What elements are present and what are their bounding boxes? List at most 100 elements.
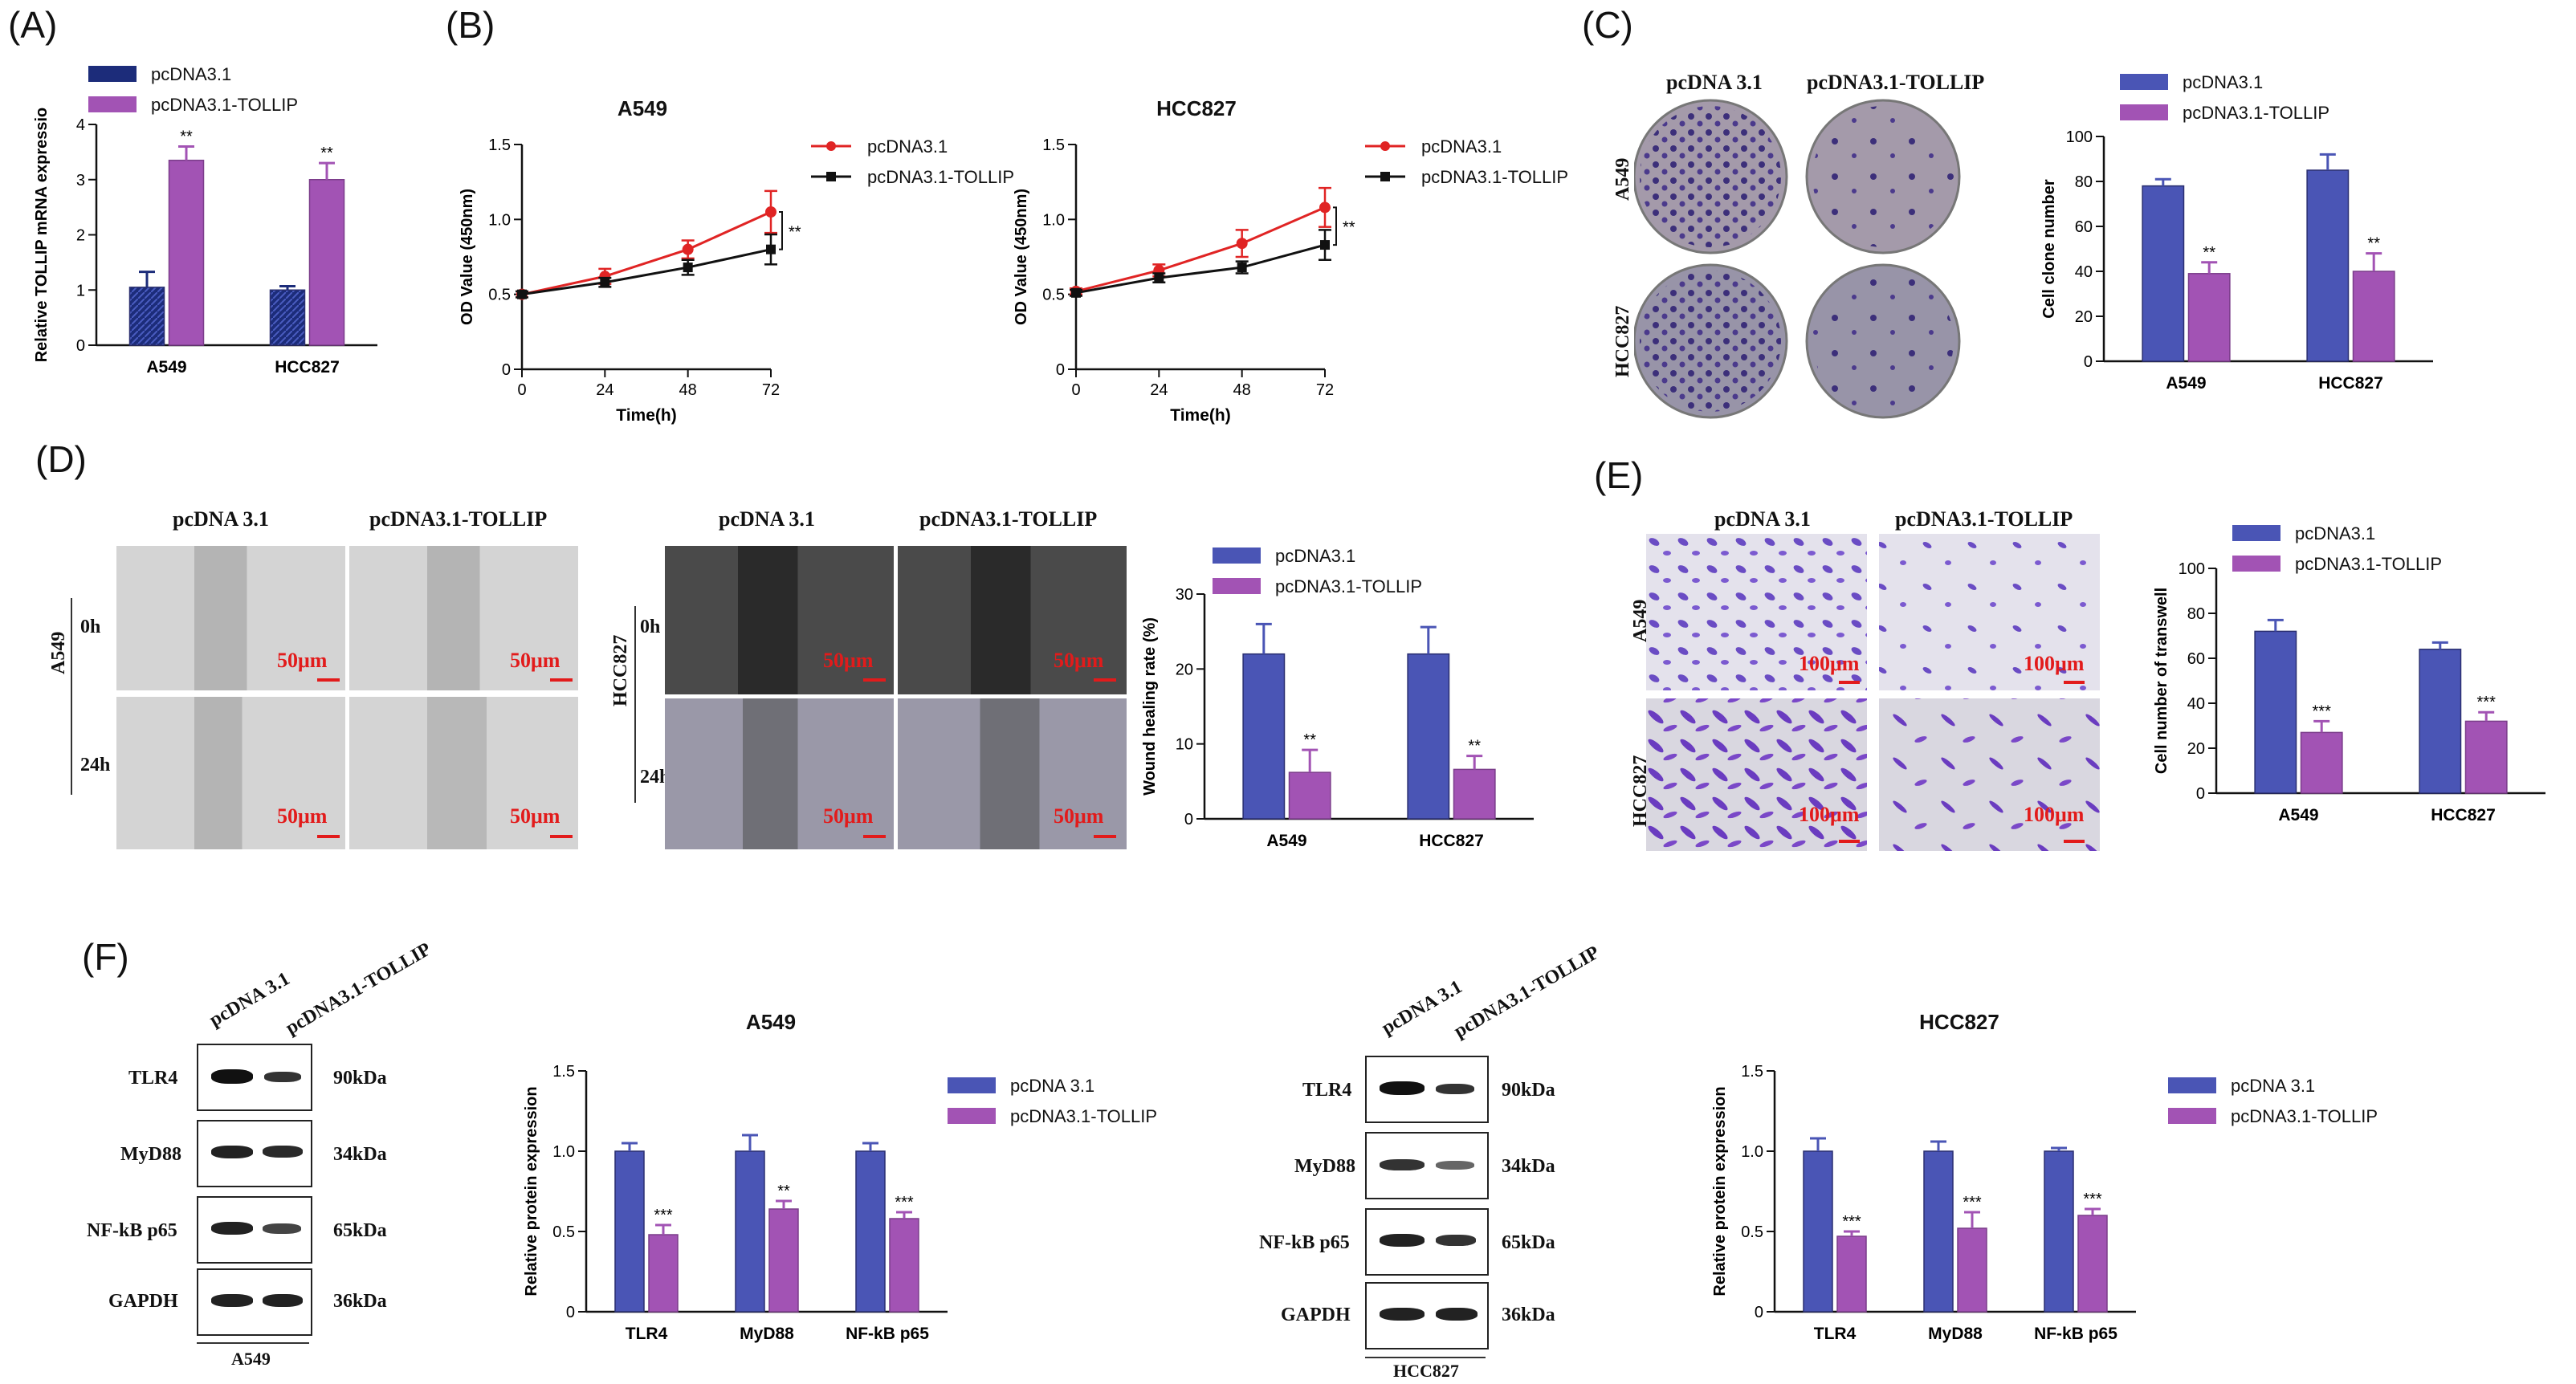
legend-label: pcDNA3.1-TOLLIP [867,167,1015,187]
transwell-hcc827-pcdna31 [1646,698,1867,851]
wound-a549-pcdna31-0h [116,546,345,690]
chart-d-legend: pcDNA3.1 pcDNA3.1-TOLLIP [1213,546,1469,596]
wb-a549-lane-label-pcdna31: pcDNA 3.1 [206,968,294,1032]
chart-a-legend: pcDNA3.1 pcDNA3.1-TOLLIP [88,64,345,115]
legend-swatch-pcdna31 [2120,74,2168,90]
plate-a549-pcdna31 [1634,99,1788,254]
scale-bar [1094,678,1116,682]
bar [648,1234,679,1313]
significance-label: ** [180,128,193,146]
bar [2419,649,2462,794]
y-tick-label: 0.5 [552,1223,575,1241]
chart-c-legend: pcDNA3.1 pcDNA3.1-TOLLIP [2120,72,2377,123]
x-tick-label: HCC827 [275,358,340,377]
x-tick-label: A549 [146,358,186,377]
x-tick-label: NF-kB p65 [2034,1325,2117,1343]
transwell-images [1646,534,2100,851]
y-tick-label: 0 [1056,361,1065,379]
bar [889,1218,919,1313]
plate-hcc827-tollip [1805,263,1961,419]
wb-a549-size-label: 34kDa [333,1144,387,1165]
legend-label: pcDNA3.1-TOLLIP [2295,554,2443,574]
significance-label: ** [1303,731,1316,749]
data-point [765,206,776,218]
significance-label: *** [2313,702,2332,720]
chart-d-svg: 0 10 20 30 Wound healing rate (%) A549 ** HCC82… [1141,586,1534,850]
wb-hcc827-protein-label: NF-kB p65 [1259,1232,1350,1253]
y-tick-label: 1.5 [552,1063,575,1081]
y-tick-label: 0 [76,337,85,355]
data-point [1071,287,1081,298]
band [211,1146,253,1158]
legend-label: pcDNA3.1 [867,136,948,157]
wb-a549-lane-label-tollip: pcDNA3.1-TOLLIP [282,938,435,1040]
y-tick-label: 0 [502,361,511,379]
bar [1242,653,1286,820]
y-tick-label: 1.5 [488,136,511,154]
x-tick-label: A549 [1266,832,1306,850]
wound-a549-tollip-0h [349,546,578,690]
scale-label: 50μm [510,804,560,828]
legend-label: pcDNA3.1 [151,64,232,84]
bar [855,1150,886,1313]
wb-hcc827-underline [1365,1357,1486,1358]
band [211,1222,253,1235]
d-a549-col-header-pcdna31: pcDNA 3.1 [173,507,269,531]
y-tick-label: 100 [2179,560,2205,578]
scale-label: 100μm [2024,803,2085,826]
y-tick-label: 40 [2187,695,2205,713]
legend-swatch-tollip [1365,172,1405,181]
band [1436,1308,1478,1321]
x-tick-label: A549 [2166,374,2206,393]
chart-b1-svg: 0 0.5 1.0 1.5 OD Value (450nm) 0 24 48 72 Time(h)… [459,136,801,425]
x-tick-label: HCC827 [1419,832,1484,850]
x-tick-label: 48 [1233,381,1251,399]
y-tick-label: 1.0 [1741,1143,1763,1161]
bar [1407,653,1450,820]
scale-label: 50μm [277,649,328,672]
transwell-a549-pcdna31 [1646,534,1867,690]
x-tick-label: 0 [517,381,526,399]
band [211,1069,253,1084]
x-tick-label: 72 [762,381,780,399]
significance-label: *** [2477,694,2497,711]
y-tick-label: 1 [76,282,85,299]
significance-bracket [1333,206,1337,246]
wb-hcc827-protein-label: TLR4 [1302,1080,1352,1101]
y-tick-label: 60 [2075,218,2093,236]
x-tick-label: TLR4 [626,1325,668,1343]
legend-swatch-tollip [811,172,851,181]
wound-hcc827-tollip-24h [898,698,1127,849]
wb-hcc827-blot-nfkb [1365,1208,1489,1276]
scale-bar [550,835,573,838]
band [1380,1159,1425,1170]
wound-hcc827-pcdna31-24h [665,698,894,849]
panel-label-d: (D) [35,438,87,480]
chart-f1-title: A549 [745,1010,797,1034]
chart-a-tollip-mrna: 0 1 2 3 4 Relative TOLLIP mRNA expressio A549 *… [16,48,418,393]
scale-label: 100μm [2024,652,2085,675]
wb-hcc827-blot-tlr4 [1365,1056,1489,1123]
data-point [600,277,610,287]
colony-plates [1634,99,1961,419]
scale-label: 50μm [1054,649,1104,672]
wb-hcc827-lane-label-pcdna31: pcDNA 3.1 [1378,976,1466,1040]
y-axis-label: Relative TOLLIP mRNA expressio [33,108,51,363]
bar [1288,771,1331,820]
x-tick-label: HCC827 [2318,374,2383,393]
wb-a549-protein-label: GAPDH [108,1291,178,1312]
y-tick-label: 80 [2075,173,2093,191]
bar [1957,1227,1987,1313]
data-point [1236,238,1248,250]
bar [2044,1150,2074,1313]
legend-swatch-tollip [88,96,137,112]
y-axis-label: Cell clone number [2040,179,2058,319]
y-tick-label: 40 [2075,263,2093,281]
y-axis-label: OD Value (450nm) [1013,189,1030,325]
significance-label: *** [895,1194,914,1211]
chart-f1-legend: pcDNA 3.1 pcDNA3.1-TOLLIP [948,1076,1188,1132]
d-hcc827-col-header-pcdna31: pcDNA 3.1 [719,507,815,531]
x-tick-label: NF-kB p65 [846,1325,929,1343]
bar [614,1150,645,1313]
legend-label: pcDNA3.1-TOLLIP [151,95,299,115]
